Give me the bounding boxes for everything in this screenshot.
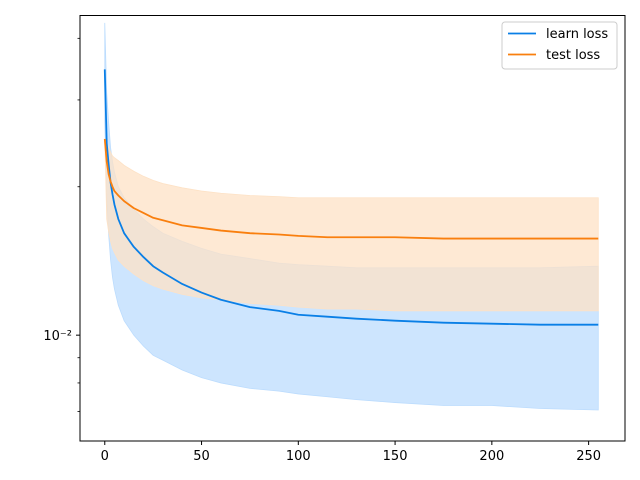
line-test-loss xyxy=(103,138,599,240)
plot-frame xyxy=(79,15,626,442)
x-tick-label: 50 xyxy=(193,449,210,464)
legend-label-test-loss: test loss xyxy=(546,48,600,63)
y-axis: 10⁻² xyxy=(43,37,80,412)
x-tick-label: 200 xyxy=(479,449,504,464)
x-tick-label: 100 xyxy=(286,449,311,464)
legend: learn loss test loss xyxy=(501,21,618,70)
confidence-bands xyxy=(104,22,599,411)
x-axis: 0 50 100 150 200 250 xyxy=(101,441,601,464)
x-tick-label: 0 xyxy=(101,449,109,464)
y-tick-label: 10⁻² xyxy=(43,329,72,344)
x-tick-label: 150 xyxy=(383,449,408,464)
x-tick-label: 250 xyxy=(576,449,601,464)
band-test-loss xyxy=(104,138,599,312)
series-lines xyxy=(103,69,599,326)
legend-label-learn-loss: learn loss xyxy=(546,27,608,42)
line-learn-loss xyxy=(103,69,599,326)
